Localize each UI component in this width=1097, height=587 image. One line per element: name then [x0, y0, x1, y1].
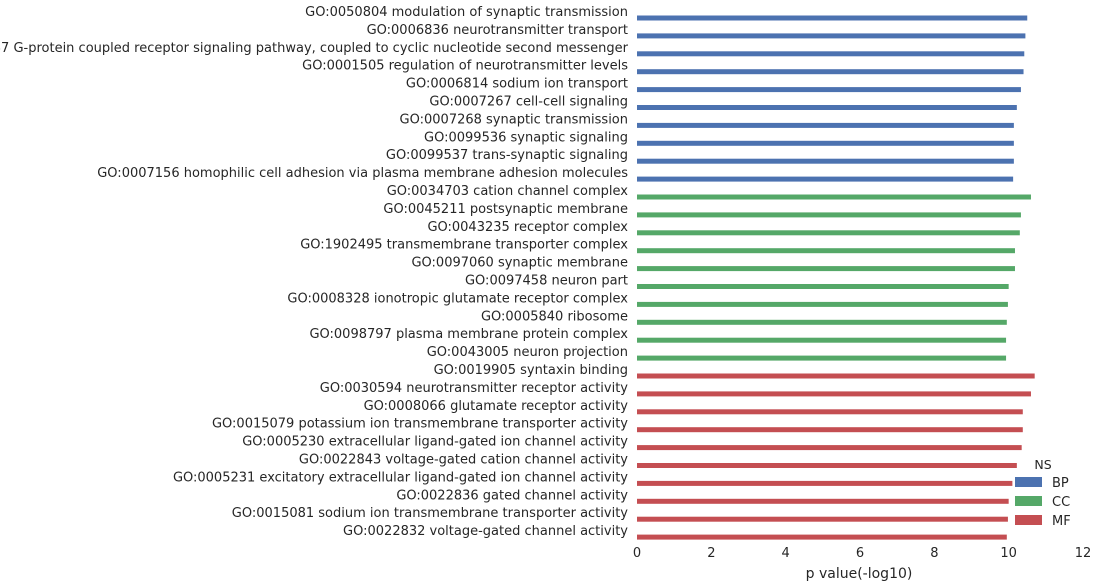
bar-mf: [637, 373, 1035, 379]
bar-mf: [637, 516, 1008, 522]
legend-swatch-bp: [1015, 477, 1042, 487]
bar-mf: [637, 391, 1031, 397]
category-labels: GO:0050804 modulation of synaptic transm…: [0, 5, 629, 539]
bar-bp: [637, 105, 1017, 110]
category-label: GO:0034703 cation channel complex: [387, 184, 629, 199]
category-label: GO:0005230 extracellular ligand-gated io…: [242, 435, 628, 450]
category-label: GO:0098797 plasma membrane protein compl…: [309, 327, 628, 342]
bar-mf: [637, 463, 1017, 468]
bar-cc: [637, 248, 1015, 254]
category-label: GO:0015081 sodium ion transmembrane tran…: [232, 506, 628, 521]
category-label: GO:0008066 glutamate receptor activity: [364, 399, 629, 414]
bar-cc: [637, 319, 1007, 325]
legend-swatch-cc: [1015, 496, 1042, 506]
category-label: GO:0007268 synaptic transmission: [400, 112, 628, 127]
category-label: GO:0007267 cell-cell signaling: [429, 95, 628, 110]
category-label: GO:1902495 transmembrane transporter com…: [300, 238, 628, 253]
x-tick-label: 4: [782, 546, 790, 561]
legend-label-bp: BP: [1052, 476, 1069, 491]
x-tick-label: 8: [930, 546, 938, 561]
x-tick-label: 10: [1000, 546, 1017, 561]
bar-bp: [637, 158, 1014, 164]
bar-cc: [637, 337, 1007, 343]
category-label: GO:0099537 trans-synaptic signaling: [386, 148, 628, 163]
bar-bp: [637, 87, 1021, 93]
legend-label-mf: MF: [1052, 514, 1071, 529]
category-label: GO:0015079 potassium ion transmembrane t…: [212, 417, 628, 432]
bar-bp: [637, 33, 1026, 39]
bar-cc: [637, 301, 1008, 307]
bar-mf: [637, 498, 1009, 504]
bar-cc: [637, 355, 1007, 361]
category-label: GO:0030594 neurotransmitter receptor act…: [320, 381, 629, 396]
x-tick-label: 2: [707, 546, 715, 561]
bars-group: [637, 15, 1035, 540]
bar-bp: [637, 176, 1014, 182]
bar-mf: [637, 534, 1007, 540]
category-label: GO:0045211 postsynaptic membrane: [383, 202, 628, 217]
legend-swatch-mf: [1015, 515, 1042, 525]
category-label: GO:0001505 regulation of neurotransmitte…: [302, 59, 628, 74]
bar-mf: [637, 409, 1023, 415]
bar-cc: [637, 212, 1021, 218]
bar-bp: [637, 15, 1028, 21]
bar-cc: [637, 284, 1009, 289]
bar-cc: [637, 194, 1031, 200]
bar-mf: [637, 480, 1013, 486]
category-label: GO:0005840 ribosome: [481, 309, 628, 324]
category-label: GO:0022843 voltage-gated cation channel …: [299, 453, 628, 468]
category-label: GO:0050804 modulation of synaptic transm…: [305, 5, 628, 20]
bar-mf: [637, 427, 1023, 433]
legend-title: NS: [1034, 457, 1051, 472]
category-label: GO:0008328 ionotropic glutamate receptor…: [287, 291, 628, 306]
x-axis-label: p value(-log10): [806, 566, 913, 582]
category-label: GO:0019905 syntaxin binding: [434, 363, 628, 378]
bar-mf: [637, 445, 1022, 451]
x-tick-label: 12: [1075, 546, 1092, 561]
bar-cc: [637, 230, 1020, 236]
category-label: GO:0005231 excitatory extracellular liga…: [173, 470, 628, 485]
legend-label-cc: CC: [1052, 495, 1070, 510]
category-label: GO:0006836 neurotransmitter transport: [367, 23, 628, 38]
x-tick-label: 0: [633, 546, 641, 561]
category-label: GO:0097060 synaptic membrane: [411, 256, 628, 271]
category-label: GO:0006814 sodium ion transport: [406, 77, 628, 92]
category-label: GO:0097458 neuron part: [465, 274, 628, 289]
bar-bp: [637, 51, 1025, 57]
x-tick-label: 6: [856, 546, 864, 561]
bar-bp: [637, 122, 1014, 128]
bar-cc: [637, 266, 1015, 272]
category-label: GO:0007187 G-protein coupled receptor si…: [0, 41, 629, 56]
bar-bp: [637, 69, 1024, 75]
bar-bp: [637, 140, 1014, 146]
category-label: GO:0099536 synaptic signaling: [424, 130, 628, 145]
category-label: GO:0043235 receptor complex: [427, 220, 628, 235]
x-axis-ticks: 0 2 4 6 8 10 12: [633, 546, 1091, 561]
category-label: GO:0022836 gated channel activity: [396, 488, 628, 503]
category-label: GO:0022832 voltage-gated channel activit…: [343, 524, 628, 539]
category-label: GO:0007156 homophilic cell adhesion via …: [97, 166, 628, 181]
legend: NS BP CC MF: [1015, 457, 1071, 529]
category-label: GO:0043005 neuron projection: [427, 345, 628, 360]
